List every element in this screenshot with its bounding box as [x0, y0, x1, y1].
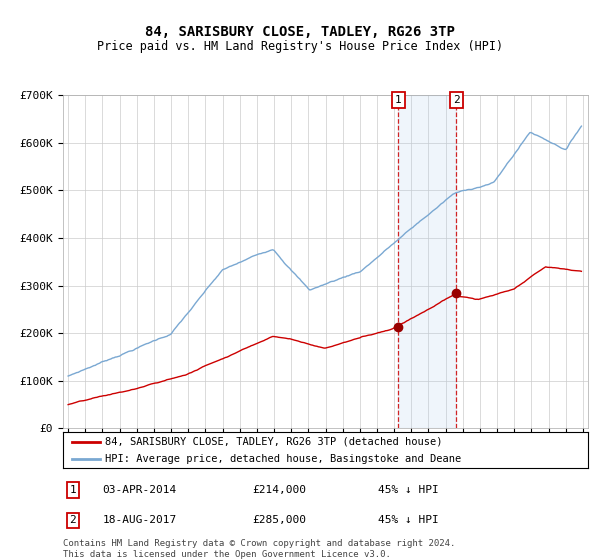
Text: £214,000: £214,000: [252, 485, 306, 495]
Bar: [398, 95, 456, 428]
Text: Contains HM Land Registry data © Crown copyright and database right 2024.
This d: Contains HM Land Registry data © Crown c…: [63, 539, 455, 559]
Text: 84, SARISBURY CLOSE, TADLEY, RG26 3TP (detached house): 84, SARISBURY CLOSE, TADLEY, RG26 3TP (d…: [105, 437, 443, 447]
Text: 1: 1: [70, 485, 76, 495]
Text: 03-APR-2014: 03-APR-2014: [103, 485, 176, 495]
Text: 84, SARISBURY CLOSE, TADLEY, RG26 3TP: 84, SARISBURY CLOSE, TADLEY, RG26 3TP: [145, 25, 455, 39]
Text: 2: 2: [70, 515, 76, 525]
Text: 1: 1: [395, 95, 402, 105]
Text: £285,000: £285,000: [252, 515, 306, 525]
Text: 45% ↓ HPI: 45% ↓ HPI: [378, 485, 439, 495]
Text: HPI: Average price, detached house, Basingstoke and Deane: HPI: Average price, detached house, Basi…: [105, 454, 461, 464]
Text: Price paid vs. HM Land Registry's House Price Index (HPI): Price paid vs. HM Land Registry's House …: [97, 40, 503, 53]
Text: 18-AUG-2017: 18-AUG-2017: [103, 515, 176, 525]
Text: 2: 2: [453, 95, 460, 105]
Text: 45% ↓ HPI: 45% ↓ HPI: [378, 515, 439, 525]
